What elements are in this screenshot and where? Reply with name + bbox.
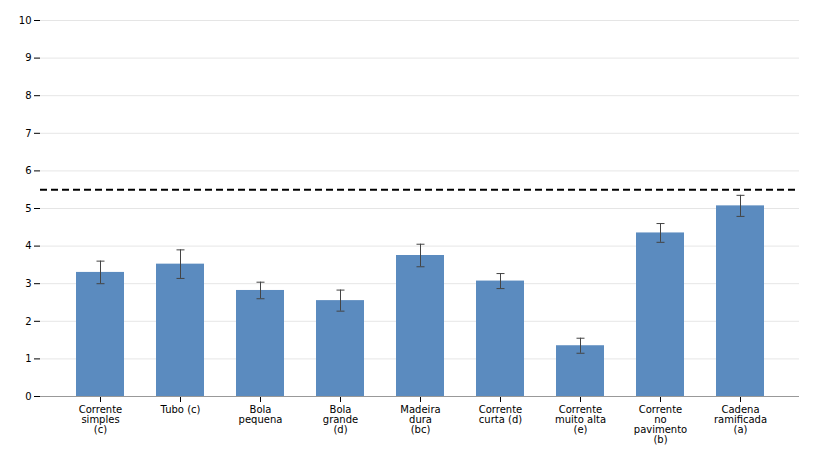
svg-text:7: 7 xyxy=(25,128,31,139)
svg-text:10: 10 xyxy=(19,15,32,26)
svg-text:5: 5 xyxy=(25,203,31,214)
svg-text:Madeiradura(bc): Madeiradura(bc) xyxy=(400,404,440,435)
svg-text:1: 1 xyxy=(25,353,31,364)
svg-text:Correntesimples(c): Correntesimples(c) xyxy=(79,404,123,435)
svg-text:3: 3 xyxy=(25,278,31,289)
svg-text:2: 2 xyxy=(25,316,31,327)
svg-text:8: 8 xyxy=(25,90,31,101)
svg-text:Bolapequena: Bolapequena xyxy=(239,404,283,425)
svg-text:Correntecurta (d): Correntecurta (d) xyxy=(479,404,523,425)
svg-text:Correntenopavimento(b): Correntenopavimento(b) xyxy=(634,404,687,445)
svg-text:4: 4 xyxy=(25,240,31,251)
svg-text:6: 6 xyxy=(25,165,31,176)
svg-text:Bolagrande(d): Bolagrande(d) xyxy=(323,404,358,435)
svg-text:0: 0 xyxy=(25,391,31,402)
svg-text:Cadenaramificada(a): Cadenaramificada(a) xyxy=(714,404,767,435)
svg-text:Correntemuito alta(e): Correntemuito alta(e) xyxy=(555,404,606,435)
svg-text:Tubo (c): Tubo (c) xyxy=(160,404,201,415)
svg-text:9: 9 xyxy=(25,52,31,63)
